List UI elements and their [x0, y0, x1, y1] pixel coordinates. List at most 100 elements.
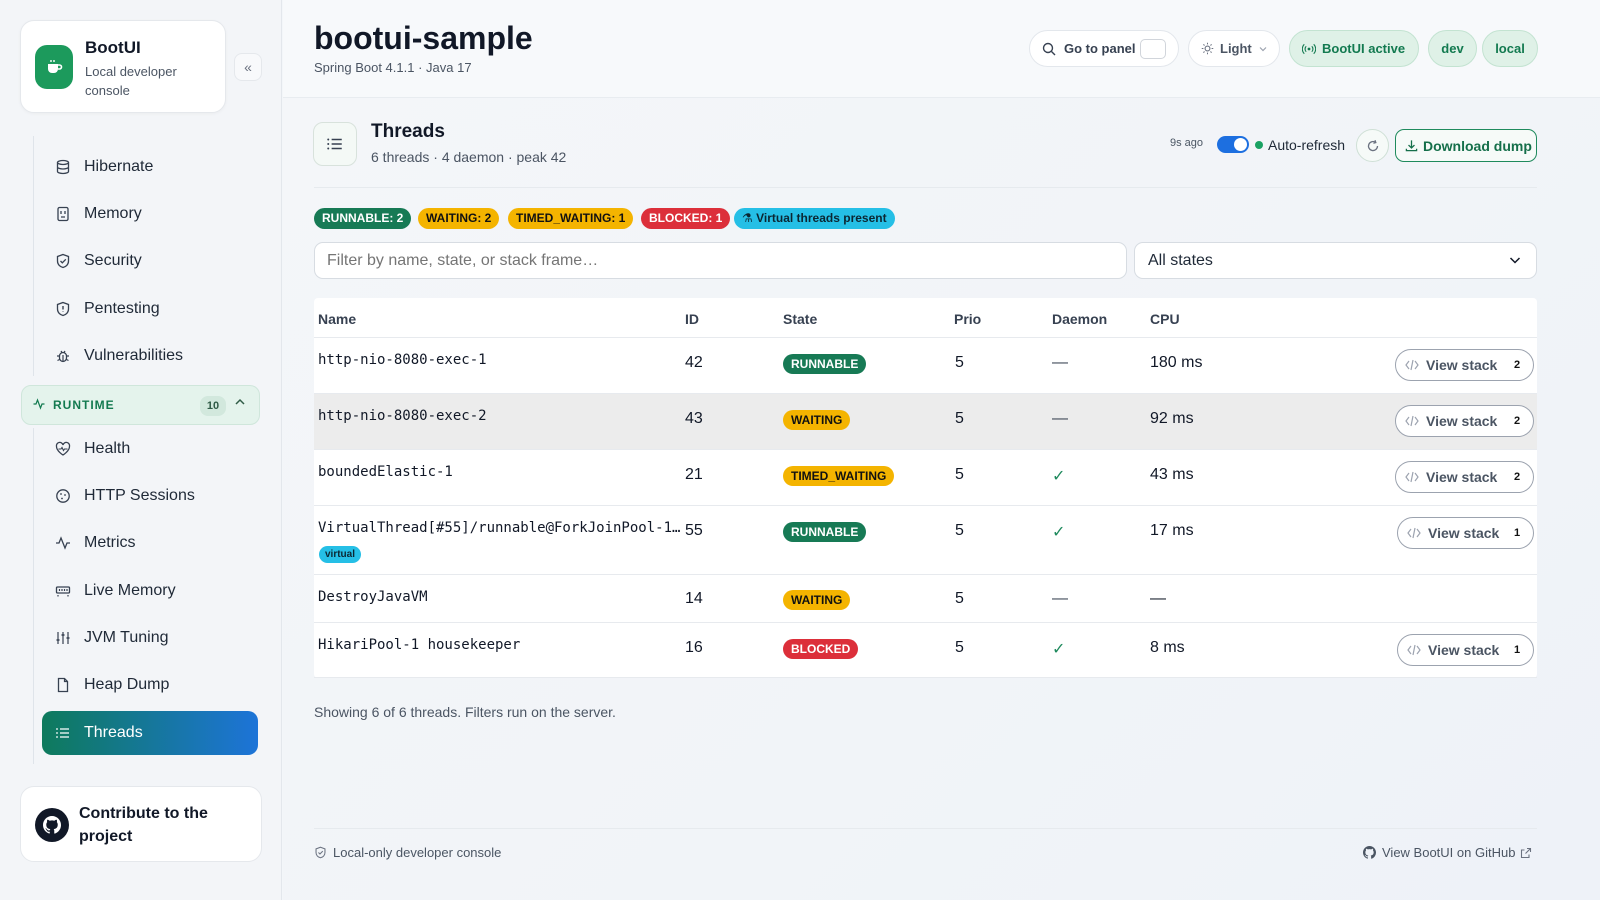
column-header-state[interactable]: State [783, 311, 818, 327]
thread-state-badge: TIMED_WAITING [783, 466, 895, 486]
radio-broadcast-icon [1302, 42, 1316, 56]
table-row[interactable]: VirtualThread[#55]/runnable@ForkJoinPool… [314, 505, 1537, 574]
thread-daemon: — [1052, 354, 1068, 371]
state-filter-select[interactable]: All states [1134, 242, 1537, 279]
download-dump-button[interactable]: Download dump [1395, 129, 1537, 162]
last-updated-text: 9s ago [1170, 137, 1204, 149]
sidebar-item-label: Pentesting [84, 300, 160, 317]
theme-select[interactable]: Light [1188, 30, 1280, 67]
virtual-threads-badge: ⚗ Virtual threads present [734, 208, 895, 229]
threads-panel-icon [313, 122, 357, 166]
code-icon [1407, 644, 1421, 656]
sidebar-item-memory[interactable]: Memory [42, 192, 258, 236]
sidebar-item-label: JVM Tuning [84, 629, 169, 646]
sidebar-item-pentesting[interactable]: Pentesting [42, 287, 258, 331]
panel-subtitle: 6 threads · 4 daemon · peak 42 [371, 149, 567, 165]
table-row[interactable]: http-nio-8080-exec-1 42 RUNNABLE 5 — 180… [314, 337, 1537, 393]
sun-icon [1201, 42, 1214, 55]
column-header-prio[interactable]: Prio [954, 311, 982, 327]
flask-icon: ⚗ [742, 211, 757, 225]
column-header-id[interactable]: ID [685, 311, 699, 327]
timed-waiting-count-badge: TIMED_WAITING: 1 [508, 208, 634, 229]
heart-pulse-icon [54, 440, 72, 458]
view-stack-label: View stack [1426, 469, 1498, 485]
view-stack-button[interactable]: View stack 1 [1397, 517, 1534, 549]
shield-check-icon [314, 846, 327, 859]
sidebar-item-hibernate[interactable]: Hibernate [42, 145, 258, 189]
column-header-daemon[interactable]: Daemon [1052, 311, 1108, 327]
refresh-button[interactable] [1356, 129, 1389, 162]
github-icon [1363, 846, 1376, 859]
thread-cpu: 8 ms [1150, 639, 1185, 656]
view-stack-button[interactable]: View stack 2 [1395, 405, 1534, 437]
runtime-count-badge: 10 [200, 396, 226, 416]
page-title: bootui-sample [314, 20, 533, 56]
state-filter-value: All states [1148, 251, 1213, 269]
view-stack-label: View stack [1426, 413, 1498, 429]
thread-priority: 5 [955, 466, 964, 483]
external-link-icon [1520, 847, 1532, 859]
stack-frame-count: 1 [1513, 527, 1521, 539]
collapse-sidebar-button[interactable]: « [234, 53, 262, 81]
table-row[interactable]: boundedElastic-1 21 TIMED_WAITING 5 ✓ 43… [314, 449, 1537, 505]
sidebar-item-label: Heap Dump [84, 676, 170, 693]
thread-name: http-nio-8080-exec-1 [318, 352, 487, 368]
sidebar-item-vulnerabilities[interactable]: Vulnerabilities [42, 334, 258, 378]
auto-refresh-toggle[interactable] [1217, 136, 1249, 153]
view-stack-button[interactable]: View stack 1 [1397, 634, 1534, 666]
view-stack-label: View stack [1426, 357, 1498, 373]
sidebar-item-label: Threads [84, 724, 143, 741]
sidebar-item-label: Health [84, 440, 131, 457]
runtime-group-label: RUNTIME [53, 398, 115, 412]
stack-frame-count: 1 [1513, 644, 1521, 656]
table-row[interactable]: DestroyJavaVM 14 WAITING 5 — — [314, 574, 1537, 622]
thread-id: 21 [685, 466, 703, 483]
sidebar-item-metrics[interactable]: Metrics [42, 521, 258, 565]
sidebar-item-live-memory[interactable]: Live Memory [42, 569, 258, 613]
thread-id: 43 [685, 410, 703, 427]
footer-note: Local-only developer console [314, 845, 501, 860]
view-stack-button[interactable]: View stack 2 [1395, 461, 1534, 493]
bug-icon [54, 347, 72, 365]
runnable-count-badge: RUNNABLE: 2 [314, 208, 412, 229]
sidebar-item-label: Metrics [84, 534, 136, 551]
thread-priority: 5 [955, 590, 964, 607]
memory-stick-icon [54, 582, 72, 600]
thread-priority: 5 [955, 522, 964, 539]
search-icon [1042, 42, 1056, 56]
sidebar-item-health[interactable]: Health [42, 427, 258, 471]
thread-daemon: — [1052, 410, 1068, 427]
shield-alert-icon [54, 300, 72, 318]
sidebar-item-security[interactable]: Security [42, 239, 258, 283]
github-link[interactable]: View BootUI on GitHub [1363, 845, 1532, 860]
thread-cpu: 180 ms [1150, 354, 1203, 371]
contribute-card[interactable]: Contribute to the project [20, 786, 262, 862]
chevron-down-icon [1507, 252, 1523, 273]
sidebar-item-heap-dump[interactable]: Heap Dump [42, 663, 258, 707]
sidebar-item-label: Hibernate [84, 158, 154, 175]
brand-card[interactable]: BootUI Local developer console [20, 20, 226, 113]
column-header-name[interactable]: Name [318, 311, 357, 327]
sidebar-item-threads[interactable]: Threads [42, 711, 258, 755]
activity-icon [54, 534, 72, 552]
thread-priority: 5 [955, 354, 964, 371]
column-header-cpu[interactable]: CPU [1150, 311, 1180, 327]
thread-state-badge: RUNNABLE [783, 522, 867, 542]
sidebar-item-label: Vulnerabilities [84, 347, 184, 364]
thread-filter-input[interactable] [314, 242, 1127, 279]
live-indicator-dot [1255, 141, 1263, 149]
thread-priority: 5 [955, 639, 964, 656]
runtime-group-toggle[interactable]: RUNTIME 10 [21, 385, 260, 425]
table-row[interactable]: HikariPool-1 housekeeper 16 BLOCKED 5 ✓ … [314, 622, 1537, 678]
refresh-icon [1366, 139, 1380, 153]
table-row[interactable]: http-nio-8080-exec-2 43 WAITING 5 — 92 m… [314, 393, 1537, 449]
thread-cpu: 92 ms [1150, 410, 1194, 427]
thread-daemon: ✓ [1052, 641, 1066, 658]
go-to-panel-button[interactable]: Go to panel [1029, 30, 1179, 67]
thread-id: 42 [685, 354, 703, 371]
view-stack-label: View stack [1428, 642, 1500, 658]
sidebar-item-label: HTTP Sessions [84, 487, 195, 504]
view-stack-button[interactable]: View stack 2 [1395, 349, 1534, 381]
sidebar-item-jvm-tuning[interactable]: JVM Tuning [42, 616, 258, 660]
sidebar-item-http-sessions[interactable]: HTTP Sessions [42, 474, 258, 518]
